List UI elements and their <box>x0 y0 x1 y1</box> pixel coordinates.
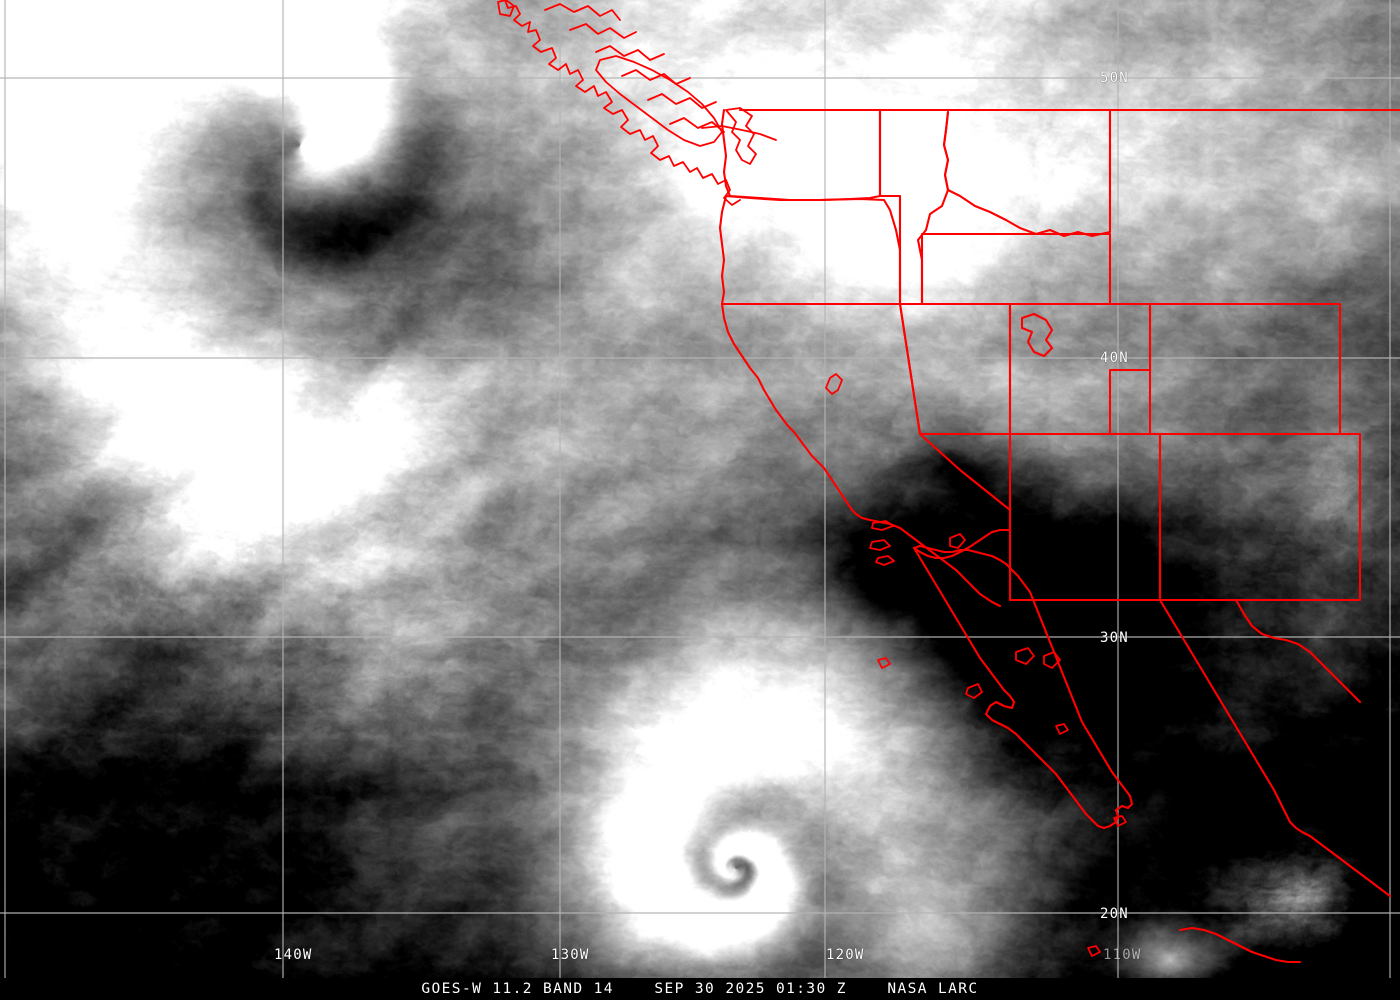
lat-label-20n: 20N <box>1100 906 1129 922</box>
lat-label-40n: 40N <box>1100 350 1129 366</box>
lon-label-110w: 110W <box>1103 947 1142 963</box>
lon-label-130w: 130W <box>551 947 590 963</box>
lat-label-30n: 30N <box>1100 630 1129 646</box>
caption-bar: GOES-W 11.2 BAND 14 SEP 30 2025 01:30 Z … <box>0 978 1400 1000</box>
lat-label-50n: 50N <box>1100 70 1129 86</box>
lon-label-120w: 120W <box>826 947 865 963</box>
caption-text: GOES-W 11.2 BAND 14 SEP 30 2025 01:30 Z … <box>421 980 979 997</box>
lon-label-140w: 140W <box>274 947 313 963</box>
